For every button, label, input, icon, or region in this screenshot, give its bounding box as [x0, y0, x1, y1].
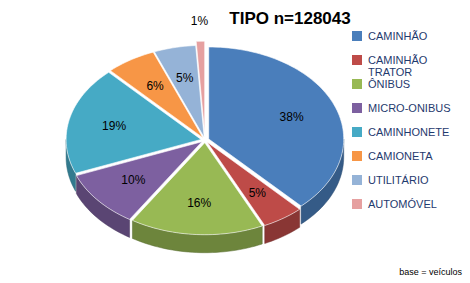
legend-label: CAMIONETA: [368, 150, 433, 162]
legend-swatch: [352, 103, 362, 113]
pie-slices: [66, 41, 344, 235]
legend-swatch: [352, 127, 362, 137]
data-label: 16%: [187, 196, 211, 210]
legend-swatch: [352, 199, 362, 209]
title: TIPO n=128043: [229, 9, 350, 28]
data-label: 6%: [146, 79, 164, 93]
background: [0, 0, 470, 283]
data-label: 10%: [121, 173, 145, 187]
legend-label: MICRO-ONIBUS: [368, 102, 451, 114]
legend-swatch: [352, 151, 362, 161]
legend-label: CAMINHÃO: [368, 30, 428, 42]
data-label: 5%: [249, 186, 267, 200]
legend-label: UTILITÁRIO: [368, 174, 429, 186]
legend-swatch: [352, 55, 362, 65]
legend-swatch: [352, 175, 362, 185]
legend: CAMINHÃO CAMINHÃOTRATORÔNIBUS MICRO-ONIBUS…: [352, 30, 451, 210]
annotation: base = veículos: [399, 267, 462, 277]
chart: TIPO n=128043 38% 5% 16% 10% 19% 6% 5% 1% CAMINHÃ…: [0, 0, 470, 283]
legend-label: CAMINHONETE: [368, 126, 449, 138]
legend-swatch: [352, 31, 362, 41]
pie-slice: [196, 41, 204, 133]
legend-label: CAMINHÃOTRATOR: [368, 54, 428, 78]
legend-swatch: [352, 79, 362, 89]
data-label: 19%: [102, 119, 126, 133]
data-label: 38%: [280, 110, 304, 124]
legend-label: AUTOMÓVEL: [368, 198, 437, 210]
legend-label: ÔNIBUS: [368, 78, 410, 90]
data-label: 5%: [176, 71, 194, 85]
data-label: 1%: [191, 14, 209, 28]
